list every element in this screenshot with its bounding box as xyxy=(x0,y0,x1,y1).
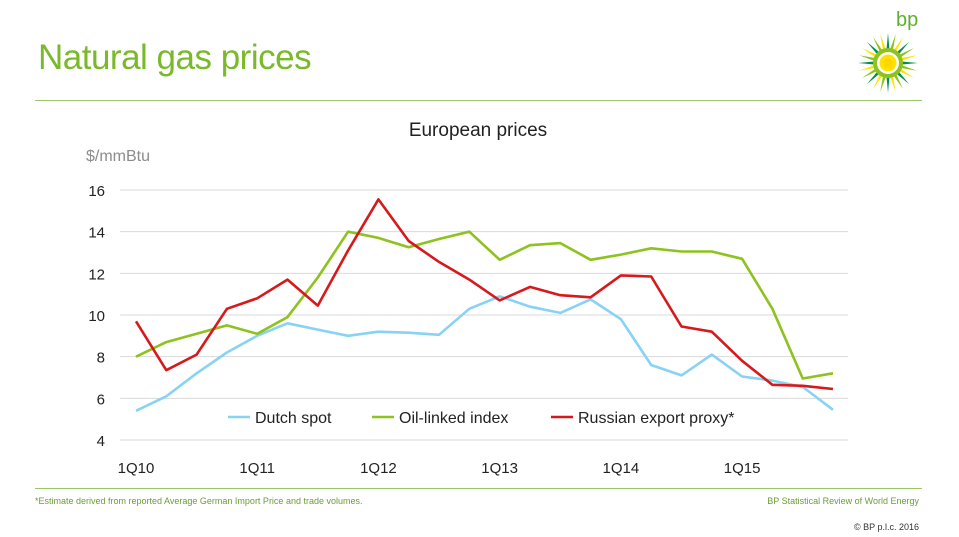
legend-label: Russian export proxy* xyxy=(578,410,735,427)
series-line xyxy=(134,198,834,391)
title-divider xyxy=(35,100,922,101)
bp-wordmark: bp xyxy=(896,9,919,31)
helios-petal xyxy=(899,48,914,58)
helios-outer-petals xyxy=(858,33,918,93)
chart-title: European prices xyxy=(409,120,547,141)
x-tick-label: 1Q10 xyxy=(118,460,155,477)
y-tick-label: 6 xyxy=(97,391,105,408)
helios-petal xyxy=(890,34,896,50)
x-tick-label: 1Q14 xyxy=(603,460,640,477)
y-tick-label: 12 xyxy=(88,266,105,283)
helios-petal xyxy=(858,61,875,65)
helios-petal xyxy=(901,61,918,65)
legend: Dutch spot Oil-linked index Russian export… xyxy=(228,410,735,427)
helios-petal xyxy=(886,33,890,50)
helios-petal xyxy=(859,55,875,61)
series-line xyxy=(135,230,834,380)
helios-petal xyxy=(873,37,883,52)
helios-petal xyxy=(901,55,917,61)
copyright: © BP p.l.c. 2016 xyxy=(853,522,919,532)
x-tick-label: 1Q15 xyxy=(724,460,761,477)
x-tick-label: 1Q11 xyxy=(239,460,275,477)
y-tick-label: 14 xyxy=(88,225,105,242)
y-tick-label: 4 xyxy=(97,433,105,450)
helios-petal xyxy=(893,74,903,89)
helios-petal xyxy=(873,74,883,89)
slide-title: Natural gas prices xyxy=(38,38,312,77)
grid-lines xyxy=(120,189,848,441)
footer-divider xyxy=(35,488,922,489)
helios-petal xyxy=(893,37,903,52)
helios-petal xyxy=(859,65,875,71)
helios-petal xyxy=(862,68,877,78)
helios-petal xyxy=(896,41,910,55)
y-tick-labels: 4 6 8 10 12 14 16 xyxy=(88,183,105,450)
y-tick-label: 8 xyxy=(97,350,105,367)
y-axis-label: $/mmBtu xyxy=(86,148,150,165)
helios-petal xyxy=(886,76,890,93)
footnote: *Estimate derived from reported Average … xyxy=(35,496,363,506)
source-label: BP Statistical Review of World Energy xyxy=(767,496,919,506)
helios-petal xyxy=(890,76,896,92)
helios-petal xyxy=(896,71,910,85)
series-line xyxy=(135,294,834,412)
legend-label: Dutch spot xyxy=(255,410,332,427)
helios-petal xyxy=(866,41,880,55)
legend-label: Oil-linked index xyxy=(399,410,508,427)
series-lines xyxy=(134,198,834,412)
helios-petal xyxy=(901,65,917,71)
y-tick-label: 16 xyxy=(88,183,105,200)
bp-helios-logo-icon xyxy=(858,33,918,93)
x-tick-label: 1Q13 xyxy=(481,460,518,477)
x-tick-labels: 1Q10 1Q11 1Q12 1Q13 1Q14 1Q15 xyxy=(118,460,761,477)
y-tick-label: 10 xyxy=(88,308,105,325)
x-tick-label: 1Q12 xyxy=(360,460,397,477)
helios-petal xyxy=(866,71,880,85)
helios-petal xyxy=(880,76,886,92)
helios-petal xyxy=(880,34,886,50)
helios-petal xyxy=(899,68,914,78)
helios-petal xyxy=(862,48,877,58)
